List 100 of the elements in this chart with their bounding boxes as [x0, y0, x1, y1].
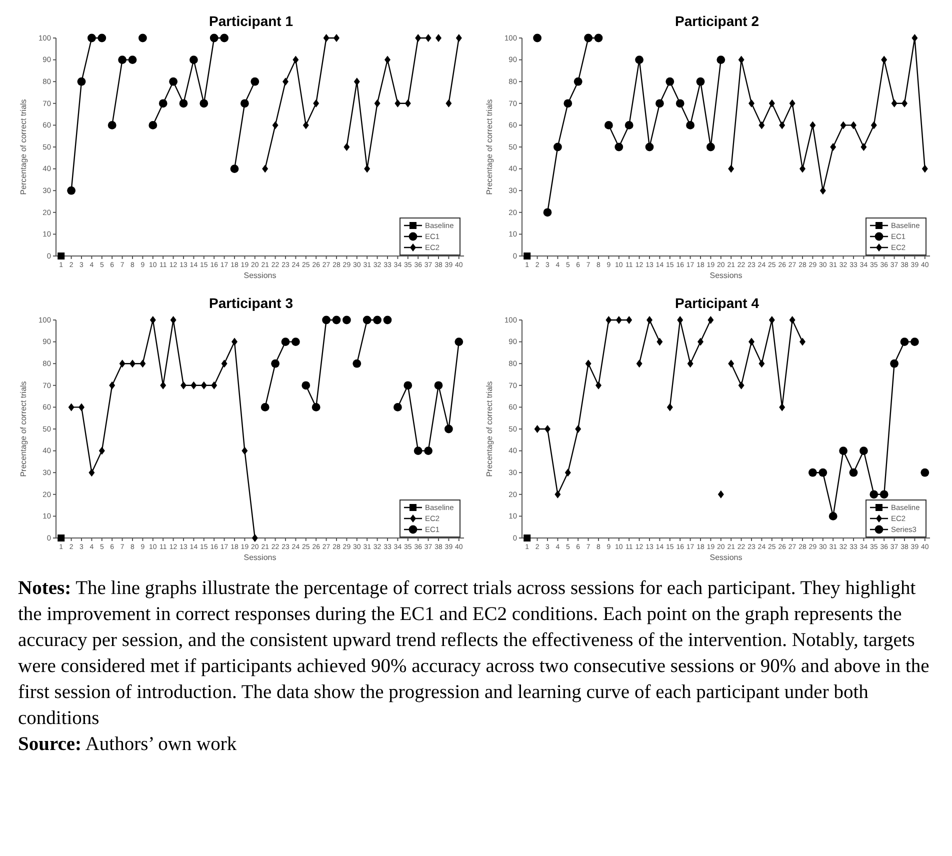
y-axis-title: Percentage of correct trials — [19, 99, 28, 195]
point — [200, 381, 207, 390]
point — [616, 316, 622, 324]
point — [789, 99, 796, 108]
point — [446, 99, 452, 108]
point — [302, 381, 310, 390]
y-axis-title: Precentage of correct trials — [485, 381, 494, 477]
x-axis-title: Sessions — [710, 271, 742, 280]
point — [606, 316, 612, 324]
point — [364, 164, 370, 173]
point — [594, 34, 603, 42]
point — [880, 490, 888, 499]
point — [150, 316, 156, 324]
point — [394, 99, 401, 108]
point — [891, 99, 898, 108]
point — [404, 381, 412, 390]
point — [810, 121, 816, 130]
point — [860, 143, 867, 151]
point — [78, 403, 84, 412]
point — [830, 143, 836, 151]
point — [839, 446, 848, 455]
point — [148, 121, 158, 130]
point — [302, 121, 309, 130]
point — [77, 77, 86, 86]
y-axis-title: Precentage of correct trials — [19, 381, 28, 477]
point — [748, 99, 754, 108]
point — [434, 381, 443, 390]
point — [128, 56, 137, 64]
point — [242, 446, 248, 455]
point — [698, 338, 704, 346]
point — [524, 534, 531, 542]
point — [88, 468, 95, 477]
point — [98, 446, 105, 455]
point — [850, 121, 856, 130]
point — [544, 425, 550, 433]
point — [262, 164, 268, 173]
chart-title: Participant 2 — [674, 13, 760, 29]
point — [281, 338, 290, 346]
point — [636, 360, 642, 368]
point — [425, 34, 432, 42]
point — [230, 164, 239, 173]
point — [666, 403, 673, 412]
point — [260, 403, 270, 412]
chart-title: Participant 1 — [208, 13, 294, 29]
point — [292, 338, 300, 346]
point — [554, 142, 562, 152]
point — [109, 381, 116, 390]
point — [870, 121, 877, 130]
chart-title: Participant 4 — [674, 295, 760, 311]
point — [67, 186, 76, 195]
point — [646, 316, 652, 324]
point — [158, 99, 168, 108]
point — [58, 534, 65, 542]
point — [312, 403, 320, 412]
text: Notes: The line graphs illustrate the percentage of correct trials across sessions for each participant. They highlight the improvement in correct responses during the EC1 and EC2 conditions. Each point on the graph represents the accuracy per session, and the consistent upward trend reflects the effectiveness of the intervention. Notably, targets were considered met if participants achieved 90% accuracy across two consecutive sessions or 90% and above in the first session of introduction. The data show the progression and learning curve of each participant under both conditions — [18, 577, 930, 731]
point — [584, 34, 592, 42]
point — [604, 121, 613, 130]
point — [98, 34, 106, 42]
y-axis-title: Precentage of correct trials — [485, 99, 494, 195]
point — [614, 142, 624, 152]
point — [332, 316, 341, 324]
point — [179, 99, 188, 108]
point — [354, 78, 360, 86]
point — [68, 403, 74, 412]
point — [119, 360, 126, 368]
point — [415, 34, 422, 42]
point — [748, 338, 754, 346]
point — [342, 316, 351, 324]
point — [768, 316, 775, 324]
point — [768, 99, 775, 108]
point — [574, 77, 582, 86]
point — [828, 512, 838, 520]
point — [758, 121, 765, 130]
point — [728, 164, 734, 173]
point — [240, 99, 249, 108]
point — [130, 360, 136, 368]
point — [626, 316, 632, 324]
point — [890, 359, 898, 368]
point — [322, 316, 330, 324]
point — [424, 446, 432, 455]
point — [211, 381, 218, 390]
point — [169, 77, 178, 86]
point — [414, 446, 422, 455]
point — [624, 121, 634, 130]
point — [140, 360, 146, 368]
point — [800, 338, 806, 346]
point — [454, 338, 464, 346]
point — [252, 534, 258, 542]
point — [635, 56, 644, 64]
point — [282, 78, 288, 86]
point — [220, 34, 228, 42]
point — [374, 99, 380, 108]
point — [533, 34, 542, 42]
point — [687, 360, 694, 368]
point — [779, 403, 786, 412]
point — [190, 56, 198, 64]
point — [394, 403, 402, 412]
point — [728, 360, 734, 368]
point — [922, 164, 928, 173]
point — [118, 56, 126, 64]
